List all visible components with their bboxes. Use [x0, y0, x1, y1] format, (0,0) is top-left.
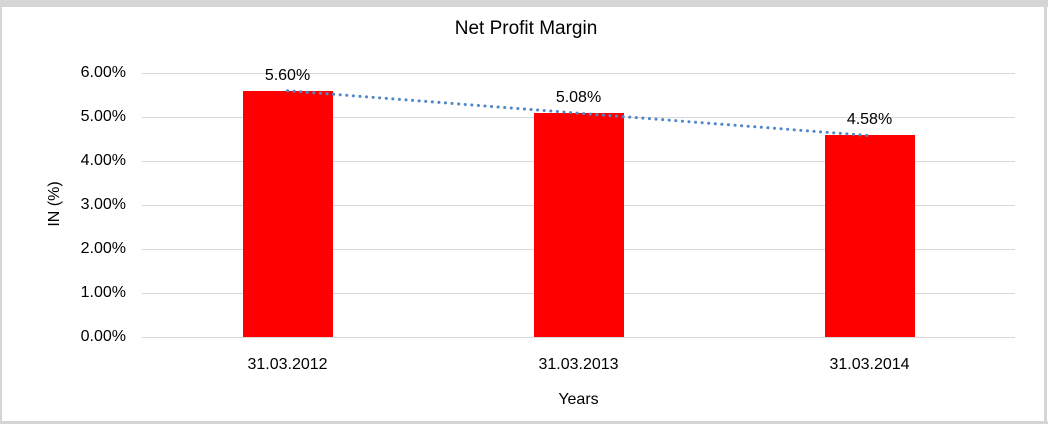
y-tick-label: 6.00% [80, 64, 126, 81]
gridline [142, 72, 1015, 74]
y-tick-label: 4.00% [80, 152, 126, 169]
y-tick-label: 5.00% [80, 108, 126, 125]
bar-data-label: 5.60% [264, 66, 311, 84]
gridline [142, 336, 1015, 338]
x-tick-label: 31.03.2012 [247, 356, 328, 373]
bar [242, 90, 333, 337]
bar [533, 113, 624, 337]
chart-title: Net Profit Margin [454, 18, 598, 39]
frame-border-bottom [0, 421, 1048, 424]
y-tick-label: 3.00% [80, 196, 126, 213]
frame-border-right [1044, 0, 1047, 424]
y-tick-label: 1.00% [80, 284, 126, 301]
bar [824, 135, 915, 337]
y-tick-label: 2.00% [80, 240, 126, 257]
y-tick-label: 0.00% [80, 328, 126, 345]
x-axis-title: Years [558, 391, 599, 408]
x-tick-label: 31.03.2013 [538, 356, 619, 373]
x-tick-label: 31.03.2014 [829, 356, 910, 373]
bar-data-label: 4.58% [846, 111, 893, 129]
bar-data-label: 5.08% [555, 89, 602, 107]
frame-border-top [0, 0, 1048, 7]
frame-border-left [0, 0, 2, 424]
